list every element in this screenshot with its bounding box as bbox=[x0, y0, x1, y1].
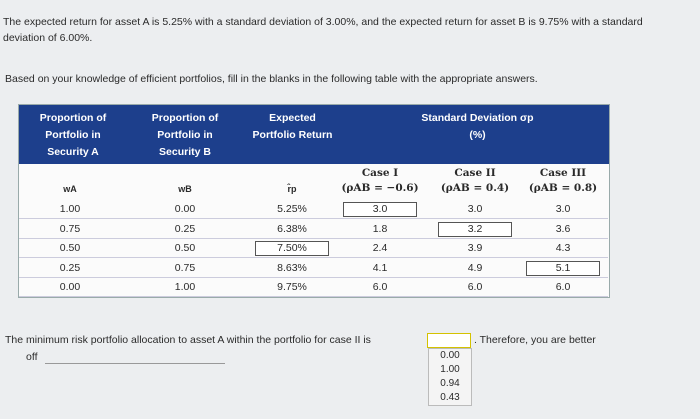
symbol: r̂p bbox=[287, 184, 297, 194]
cell: 0.75 bbox=[174, 261, 196, 274]
cell: 2.4 bbox=[372, 242, 388, 254]
cell: 1.00 bbox=[59, 203, 81, 215]
row-line bbox=[19, 218, 608, 219]
question-text: off bbox=[26, 351, 38, 363]
dropdown-option[interactable]: 1.00 bbox=[440, 364, 460, 375]
cell: 0.75 bbox=[59, 222, 81, 235]
cell: 4.3 bbox=[555, 242, 571, 254]
row-line bbox=[19, 276, 608, 278]
cell: 4.9 bbox=[467, 261, 483, 274]
cell: 0.00 bbox=[174, 203, 196, 215]
symbol: wA bbox=[63, 184, 77, 194]
dropdown-menu: 0.00 1.00 0.94 0.43 bbox=[428, 348, 472, 406]
blank-line[interactable] bbox=[45, 363, 225, 364]
dropdown-option[interactable]: 0.43 bbox=[440, 392, 460, 403]
cell: 3.0 bbox=[467, 203, 483, 215]
input-cell[interactable]: 5.1 bbox=[526, 260, 600, 276]
cell: 1.00 bbox=[174, 281, 196, 293]
case-label: (ρAB = 0.4) bbox=[440, 182, 510, 194]
cell: 0.25 bbox=[174, 222, 196, 235]
cell: 0.25 bbox=[59, 261, 81, 274]
row-line bbox=[19, 296, 608, 297]
dropdown-option[interactable]: 0.94 bbox=[440, 378, 460, 389]
input-cell[interactable]: 3.0 bbox=[343, 202, 417, 217]
instruction: Based on your knowledge of efficient por… bbox=[5, 73, 538, 85]
question-text: The minimum risk portfolio allocation to… bbox=[5, 334, 371, 346]
intro-text: The expected return for asset A is 5.25%… bbox=[3, 16, 643, 44]
cell: 5.25% bbox=[277, 203, 307, 215]
header: Standard Deviation σp (%) bbox=[421, 112, 534, 141]
case-label: Case I bbox=[361, 167, 399, 179]
cell: 3.0 bbox=[555, 203, 571, 215]
case-label: (ρAB = 0.8) bbox=[528, 182, 598, 194]
cell: 3.9 bbox=[467, 242, 483, 254]
cell: 4.1 bbox=[372, 261, 388, 274]
header: Proportion of Portfolio in Security A bbox=[39, 112, 107, 158]
cell: 9.75% bbox=[277, 281, 307, 293]
row-line bbox=[19, 257, 608, 258]
input-cell[interactable]: 3.2 bbox=[438, 221, 512, 237]
dropdown[interactable] bbox=[427, 333, 471, 348]
cell: 0.50 bbox=[174, 242, 196, 254]
table-header-bg bbox=[19, 105, 609, 164]
case-label: Case III bbox=[539, 167, 587, 179]
cell: 6.0 bbox=[372, 281, 388, 293]
row-line bbox=[19, 237, 608, 239]
dropdown-option[interactable]: 0.00 bbox=[440, 350, 460, 361]
cell: 0.00 bbox=[59, 281, 81, 293]
case-label: Case II bbox=[454, 167, 496, 179]
case-label: (ρAB = −0.6) bbox=[341, 182, 419, 194]
cell: 6.38% bbox=[277, 222, 307, 235]
header: Expected Portfolio Return bbox=[252, 112, 333, 141]
question-text: . Therefore, you are better bbox=[474, 334, 596, 346]
cell: 1.8 bbox=[372, 222, 388, 235]
cell: 0.50 bbox=[59, 242, 81, 254]
header: Proportion of Portfolio in Security B bbox=[151, 112, 219, 158]
table bbox=[18, 104, 610, 298]
cell: 3.6 bbox=[555, 222, 571, 235]
input-cell[interactable]: 7.50% bbox=[255, 241, 329, 256]
cell: 6.0 bbox=[555, 281, 571, 293]
cell: 6.0 bbox=[467, 281, 483, 293]
symbol: wB bbox=[178, 184, 192, 194]
cell: 8.63% bbox=[277, 261, 307, 274]
